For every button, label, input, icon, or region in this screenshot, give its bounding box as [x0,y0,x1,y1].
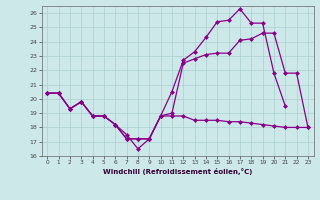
X-axis label: Windchill (Refroidissement éolien,°C): Windchill (Refroidissement éolien,°C) [103,168,252,175]
